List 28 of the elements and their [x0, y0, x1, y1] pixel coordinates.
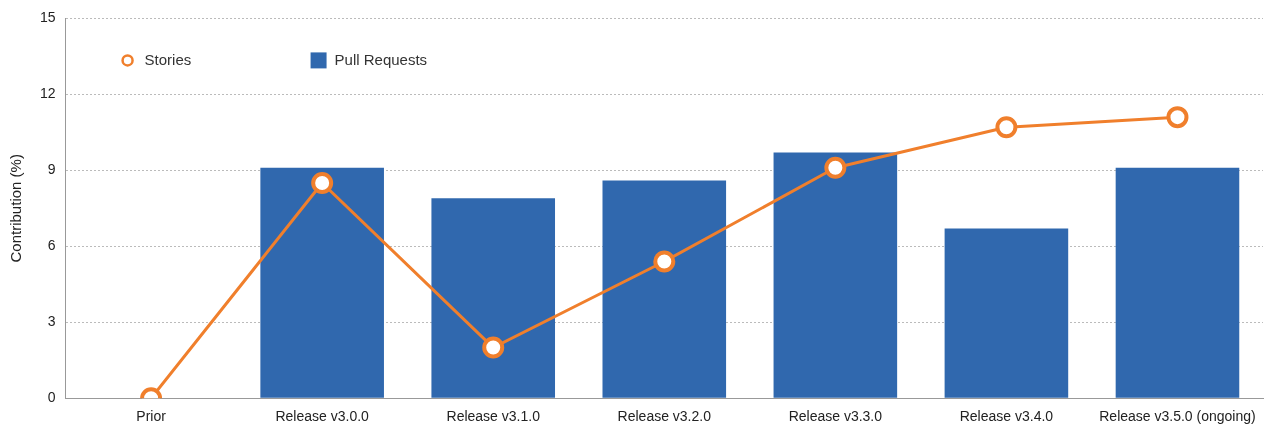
x-tick-label: Release v3.1.0	[446, 408, 541, 425]
point	[653, 250, 676, 273]
point	[824, 156, 847, 179]
y-tick-label: 3	[47, 313, 56, 330]
point	[1166, 106, 1189, 129]
y-tick-label: 9	[47, 161, 56, 178]
point	[482, 336, 505, 359]
x-tick-label: Release v3.3.0	[788, 408, 883, 425]
point	[995, 116, 1018, 139]
point	[311, 171, 334, 194]
bar	[602, 180, 727, 398]
x-tick-label: Release v3.2.0	[617, 408, 712, 425]
legend-label: Pull Requests	[334, 50, 428, 68]
bar	[431, 198, 556, 398]
x-tick-label: Prior	[136, 408, 167, 425]
bar	[944, 228, 1069, 398]
y-tick-label: 6	[47, 237, 56, 254]
x-tick-label: Release v3.0.0	[275, 408, 370, 425]
x-tick-label: Release v3.5.0 (ongoing)	[1099, 408, 1256, 425]
y-tick-label: 15	[39, 9, 56, 26]
bar	[1115, 167, 1240, 398]
bar	[773, 152, 898, 398]
y-tick-label: 12	[39, 85, 56, 102]
legend-label: Stories	[144, 50, 192, 68]
y-axis-title: Contribution (%)	[7, 154, 25, 263]
bar	[260, 167, 384, 398]
y-tick-label: 0	[47, 389, 56, 406]
x-tick-label: Release v3.4.0	[959, 408, 1054, 425]
